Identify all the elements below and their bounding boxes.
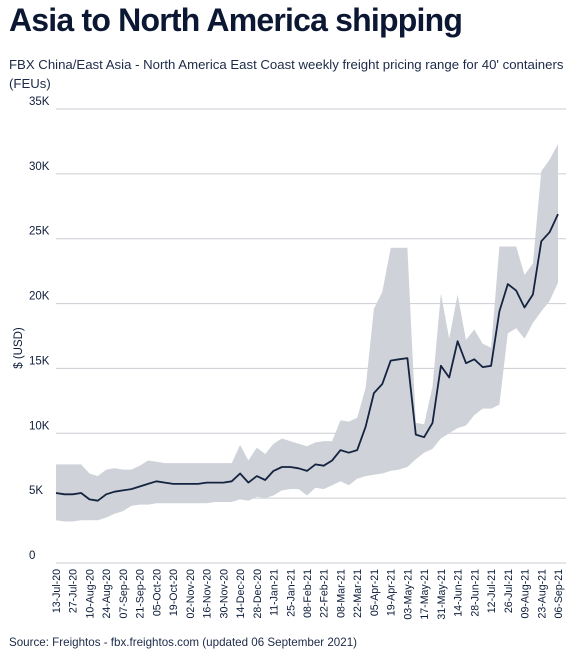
y-tick-label: 15K: [29, 355, 50, 367]
x-tick-label: 16-Nov-20: [202, 569, 214, 619]
y-tick-label: 25K: [29, 226, 50, 238]
x-tick-label: 24-Aug-20: [101, 569, 113, 619]
y-tick-label: 10K: [29, 420, 50, 432]
x-tick-label: 27-Jul-20: [68, 569, 80, 613]
y-tick-label: 35K: [29, 96, 50, 108]
y-tick-label: 0: [29, 550, 35, 562]
x-tick-label: 30-Nov-20: [218, 569, 230, 619]
x-tick-label: 23-Aug-21: [536, 569, 548, 619]
x-tick-label: 28-Dec-20: [252, 569, 264, 619]
x-tick-label: 10-Aug-20: [85, 569, 97, 619]
y-tick-label: 20K: [29, 291, 50, 303]
x-tick-label: 22-Feb-21: [319, 569, 331, 618]
x-tick-label: 14-Dec-20: [235, 569, 247, 619]
x-tick-label: 25-Jan-21: [285, 569, 297, 617]
chart-svg: 0 5K 10K 15K 20K 25K 30K 35K $ (USD) 13-Jul-20 27-…: [13, 96, 566, 620]
chart-subtitle: FBX China/East Asia - North America East…: [9, 57, 564, 91]
x-tick-label: 14-Jun-21: [453, 569, 465, 617]
x-tick-label: 02-Nov-20: [185, 569, 197, 619]
x-tick-label: 03-May-21: [402, 569, 414, 620]
x-tick-label: 17-May-21: [419, 569, 431, 620]
x-tick-label: 05-Apr-21: [369, 569, 381, 616]
chart-title: Asia to North America shipping: [9, 2, 463, 38]
x-tick-label: 26-Jul-21: [503, 569, 515, 613]
source-note: Source: Freightos - fbx.freightos.com (u…: [9, 636, 357, 649]
y-tick-label: 30K: [29, 161, 50, 173]
x-tick-label: 06-Sep-21: [553, 569, 565, 619]
x-tick-label: 19-Oct-20: [168, 569, 180, 616]
x-tick-label: 28-Jun-21: [469, 569, 481, 617]
price-range-band: [56, 144, 558, 522]
x-tick-label: 07-Sep-20: [118, 569, 130, 619]
x-tick-label: 11-Jan-21: [269, 569, 281, 616]
x-tick-label: 05-Oct-20: [151, 569, 163, 616]
x-tick-label: 21-Sep-20: [135, 569, 147, 619]
x-tick-label: 08-Mar-21: [336, 569, 348, 618]
x-tick-label: 12-Jul-21: [486, 569, 498, 613]
y-axis-label: $ (USD): [13, 327, 25, 369]
x-tick-label: 09-Aug-21: [520, 569, 532, 619]
x-tick-label: 13-Jul-20: [51, 569, 63, 613]
x-tick-label: 08-Feb-21: [302, 569, 314, 618]
price-line: [55, 213, 559, 502]
y-tick-label: 5K: [29, 485, 43, 497]
x-tick-label: 19-Apr-21: [386, 569, 398, 616]
x-tick-label: 22-Mar-21: [352, 569, 364, 618]
x-tick-label: 31-May-21: [436, 569, 448, 620]
